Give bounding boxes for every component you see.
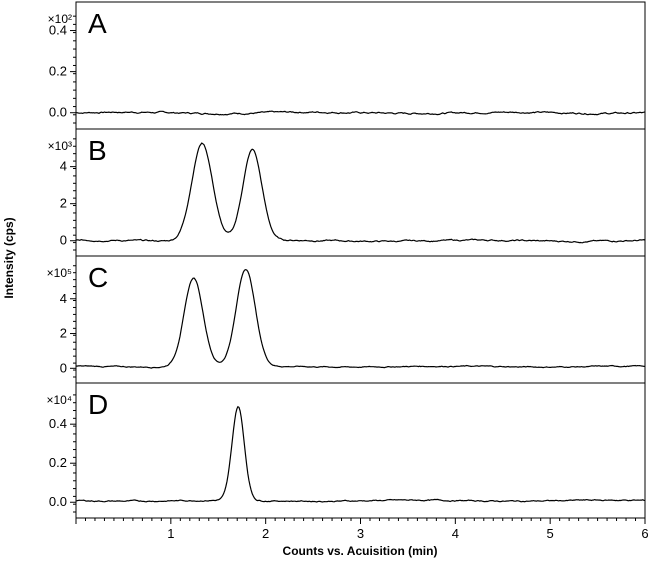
y-tick-label: 0.0 <box>49 494 67 509</box>
y-tick-label: 0.2 <box>49 455 67 470</box>
y-tick-label: 0.0 <box>49 105 67 120</box>
panel-letter: A <box>88 8 107 39</box>
scale-multiplier: ×10⁵ <box>47 266 72 280</box>
signal-trace <box>75 142 646 244</box>
x-axis: 1 2 3 4 5 6 <box>75 518 649 541</box>
panel-b: 0 2 4 ×10³ B <box>48 128 646 257</box>
panel-frame <box>75 382 646 519</box>
scale-multiplier: ×10² <box>48 12 72 26</box>
x-tick-label: 1 <box>167 526 174 541</box>
panel-a: 0.0 0.2 0.4×10² A <box>48 1 646 130</box>
panel-letter: B <box>88 135 107 166</box>
panel-letter: D <box>88 389 108 420</box>
y-tick-label: 0.2 <box>49 64 67 79</box>
y-tick-label: 2 <box>60 196 67 211</box>
y-tick-label: 0 <box>60 233 67 248</box>
panel-c: 0 2 4 ×10⁵ C <box>47 255 646 384</box>
scale-multiplier: ×10⁴ <box>46 393 72 407</box>
scale-multiplier: ×10³ <box>48 139 72 153</box>
signal-trace <box>75 268 646 369</box>
panel-frame <box>75 255 646 384</box>
panel-frame <box>75 1 646 130</box>
y-tick-label: 0.4 <box>49 23 67 38</box>
y-tick-label: 0.4 <box>49 416 67 431</box>
y-tick-label: 4 <box>60 159 67 174</box>
y-tick-label: 4 <box>60 291 67 306</box>
panel-letter: C <box>88 262 108 293</box>
x-tick-label: 2 <box>262 526 269 541</box>
signal-trace <box>75 405 646 503</box>
x-tick-label: 6 <box>641 526 648 541</box>
x-tick-label: 5 <box>547 526 554 541</box>
signal-trace <box>76 110 646 116</box>
x-axis-label: Counts vs. Acuisition (min) <box>283 544 438 558</box>
x-tick-label: 4 <box>452 526 459 541</box>
x-tick-label: 3 <box>357 526 364 541</box>
y-axis-label: Intensity (cps) <box>2 217 16 298</box>
y-tick-label: 2 <box>60 326 67 341</box>
panel-d: 0.0 0.2 0.4 ×10⁴ D <box>46 382 646 519</box>
y-tick-label: 0 <box>60 360 67 375</box>
panel-frame <box>75 128 646 257</box>
